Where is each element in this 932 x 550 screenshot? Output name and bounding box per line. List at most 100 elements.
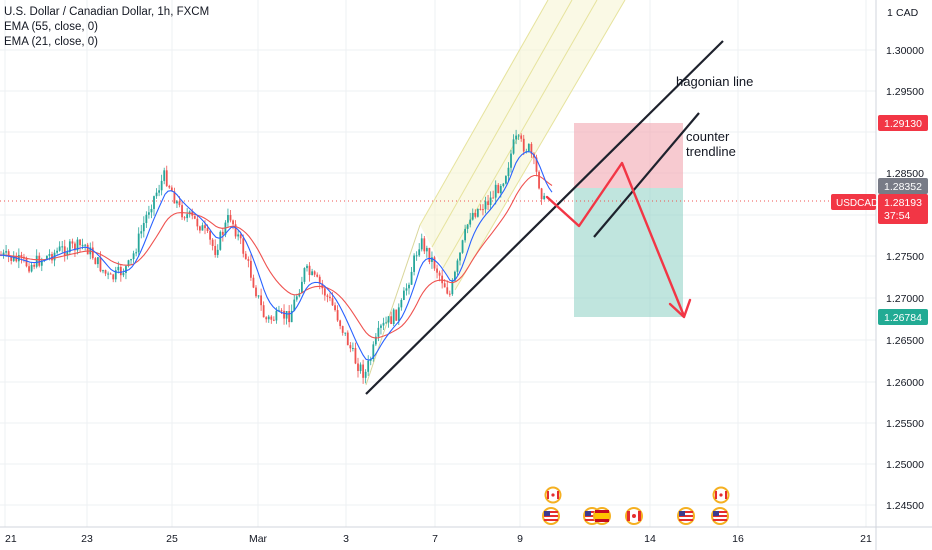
candle-body (329, 296, 331, 299)
candle-body (112, 274, 115, 280)
candle-body (178, 201, 181, 206)
candle-body (257, 295, 260, 297)
candle-body (484, 201, 487, 210)
candle-body (173, 191, 176, 204)
candle-body (517, 135, 520, 137)
symbol-title[interactable]: U.S. Dollar / Canadian Dollar, 1h, FXCM (4, 6, 210, 18)
candle-body (267, 316, 270, 320)
candle-body (476, 208, 479, 217)
price-tick-label: 1.30000 (886, 45, 924, 57)
candle-body (443, 283, 446, 288)
candle-body (79, 239, 81, 246)
candle-body (163, 170, 166, 181)
candle-body (433, 257, 436, 269)
candle-body (142, 223, 145, 232)
candle-body (204, 225, 206, 229)
candle-body (229, 215, 232, 221)
candle-body (431, 257, 433, 262)
candle-body (160, 180, 163, 191)
candle-body (374, 336, 377, 345)
hagonian-line[interactable] (365, 40, 724, 395)
candle-body (63, 246, 66, 256)
candle-body (505, 176, 507, 184)
candle-body (502, 183, 505, 187)
candle-body (145, 214, 148, 224)
candle-body (436, 268, 438, 273)
candle-body (390, 316, 393, 325)
usa-flag-icon[interactable] (711, 507, 729, 525)
candle-body (454, 271, 456, 281)
price-tick-label: 1.29500 (886, 86, 924, 98)
hagonian-line-label[interactable]: hagonian line (676, 74, 753, 89)
candle-body (176, 201, 178, 204)
target-bottom-price-tag: 1.26784 (878, 309, 928, 325)
candle-body (280, 310, 283, 312)
candle-body (446, 287, 449, 294)
price-tick-label: 1.27500 (886, 251, 924, 263)
price-tick-label: 1.24500 (886, 500, 924, 512)
candle-body (331, 298, 334, 306)
candle-body (507, 167, 510, 177)
candle-body (84, 244, 87, 246)
time-axis[interactable]: 21 23 25 Mar 3 7 9 14 16 21 (0, 526, 932, 545)
candle-body (119, 266, 122, 276)
candle-body (527, 143, 530, 152)
svg-text:1: 1 (887, 7, 893, 19)
candle-body (451, 280, 454, 295)
canada-flag-icon[interactable] (544, 486, 562, 504)
usa-flag-icon[interactable] (677, 507, 695, 525)
candle-body (512, 139, 515, 154)
candle-body (196, 218, 199, 227)
candle-body (91, 247, 94, 259)
candle-body (313, 271, 316, 275)
canada-flag-icon[interactable] (712, 486, 730, 504)
candle-body (168, 185, 171, 188)
candle-body (311, 271, 313, 276)
candle-body (262, 305, 265, 318)
candle-body (219, 231, 222, 250)
target-top-price-tag: 1.29130 (878, 115, 928, 131)
counter-trendline[interactable] (593, 112, 700, 238)
candle-body (117, 266, 120, 271)
forecast-arrow[interactable] (545, 161, 692, 319)
candle-body (58, 246, 61, 251)
candle-body (40, 260, 43, 266)
candle-body (530, 143, 533, 154)
candle-body (395, 309, 398, 321)
counter-trendline-label-1[interactable]: counter (686, 129, 730, 144)
candle-body (74, 243, 76, 251)
ema-21-legend[interactable]: EMA (21, close, 0) (4, 36, 98, 48)
candle-body (441, 275, 444, 284)
current-price-tag: 1.28193 37:54 (878, 194, 928, 224)
price-tick-label: 1.26500 (886, 335, 924, 347)
candle-body (199, 226, 201, 231)
counter-trendline-label-2[interactable]: trendline (686, 144, 736, 159)
chart-legend: U.S. Dollar / Canadian Dollar, 1h, FXCM … (4, 5, 209, 50)
candle-body (214, 245, 217, 255)
candle-body (247, 259, 250, 261)
candle-body (137, 233, 140, 253)
price-axis[interactable]: CAD 1 1.30000 1.29500 1.28500 1.27500 1.2700… (875, 0, 932, 550)
candle-body (122, 272, 125, 276)
candle-body (425, 247, 428, 252)
candle-body (288, 311, 291, 323)
ema-55-legend[interactable]: EMA (55, close, 0) (4, 21, 98, 33)
candle-body (321, 283, 324, 289)
candle-body (20, 254, 23, 257)
candle-body (237, 234, 240, 237)
candle-body (221, 231, 224, 235)
candle-body (17, 254, 20, 262)
candle-body (326, 295, 329, 297)
candle-body (35, 255, 38, 267)
candle-body (408, 284, 410, 289)
candle-body (364, 371, 367, 378)
usa-flag-icon[interactable] (542, 507, 560, 525)
economic-events[interactable] (542, 486, 730, 525)
candle-body (216, 249, 219, 255)
stop-zone[interactable] (574, 188, 683, 317)
price-tick-label: 1.25500 (886, 418, 924, 430)
pitchfork-channel[interactable] (365, 0, 626, 386)
spain-flag-icon[interactable] (593, 507, 611, 525)
canada-flag-icon[interactable] (625, 507, 643, 525)
